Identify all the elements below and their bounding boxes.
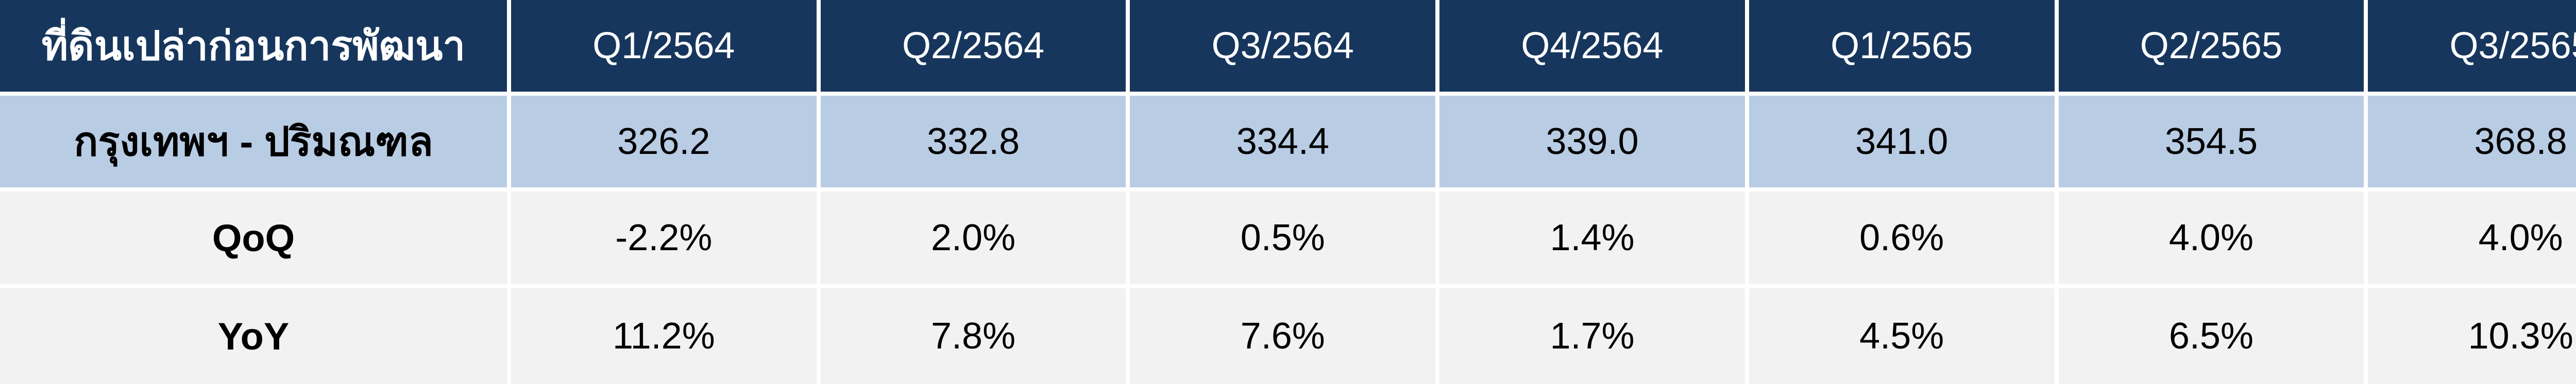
table-cell: 4.5% — [1749, 288, 2055, 384]
column-header-q1-2564: Q1/2564 — [511, 0, 817, 92]
column-header-q3-2564: Q3/2564 — [1130, 0, 1436, 92]
table-cell: 332.8 — [820, 96, 1126, 187]
column-header-q2-2564: Q2/2564 — [820, 0, 1126, 92]
table-cell: 354.5 — [2058, 96, 2364, 187]
table-cell: -2.2% — [511, 191, 817, 284]
column-header-q2-2565: Q2/2565 — [2058, 0, 2364, 92]
table-cell: 0.6% — [1749, 191, 2055, 284]
table-cell: 10.3% — [2368, 288, 2576, 384]
row-label-bangkok-vicinity: กรุงเทพฯ - ปริมณฑล — [0, 96, 507, 187]
column-header-q3-2565: Q3/2565 — [2368, 0, 2576, 92]
table-cell: 11.2% — [511, 288, 817, 384]
table-cell: 0.5% — [1130, 191, 1436, 284]
table-cell: 1.4% — [1439, 191, 1745, 284]
row-label-yoy: YoY — [0, 288, 507, 384]
column-header-q4-2564: Q4/2564 — [1439, 0, 1745, 92]
table-cell: 341.0 — [1749, 96, 2055, 187]
table-cell: 4.0% — [2058, 191, 2364, 284]
table-cell: 4.0% — [2368, 191, 2576, 284]
table-cell: 326.2 — [511, 96, 817, 187]
column-header-q1-2565: Q1/2565 — [1749, 0, 2055, 92]
table-cell: 2.0% — [820, 191, 1126, 284]
corner-header: ที่ดินเปล่าก่อนการพัฒนา — [0, 0, 507, 92]
table-cell: 368.8 — [2368, 96, 2576, 187]
table-cell: 1.7% — [1439, 288, 1745, 384]
table-cell: 339.0 — [1439, 96, 1745, 187]
table-cell: 334.4 — [1130, 96, 1436, 187]
table-cell: 7.8% — [820, 288, 1126, 384]
table-cell: 6.5% — [2058, 288, 2364, 384]
table-cell: 7.6% — [1130, 288, 1436, 384]
row-label-qoq: QoQ — [0, 191, 507, 284]
